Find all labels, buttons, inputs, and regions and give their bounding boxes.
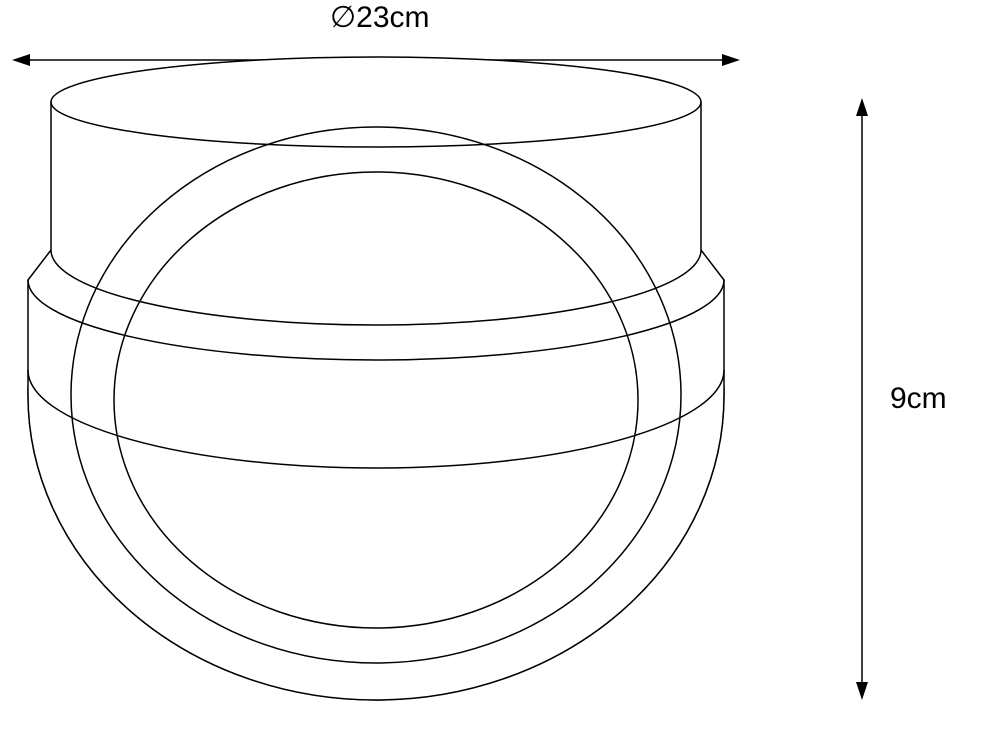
height-label: 9cm [890, 382, 947, 416]
height-arrow-bottom [856, 682, 868, 700]
lens-ellipse [114, 172, 638, 628]
drawing-svg [0, 0, 984, 732]
diameter-arrow-right [722, 54, 740, 66]
height-arrow-top [856, 98, 868, 116]
diameter-label: ∅23cm [330, 0, 430, 35]
diameter-arrow-left [12, 54, 30, 66]
technical-drawing: ∅23cm 9cm [0, 0, 984, 732]
